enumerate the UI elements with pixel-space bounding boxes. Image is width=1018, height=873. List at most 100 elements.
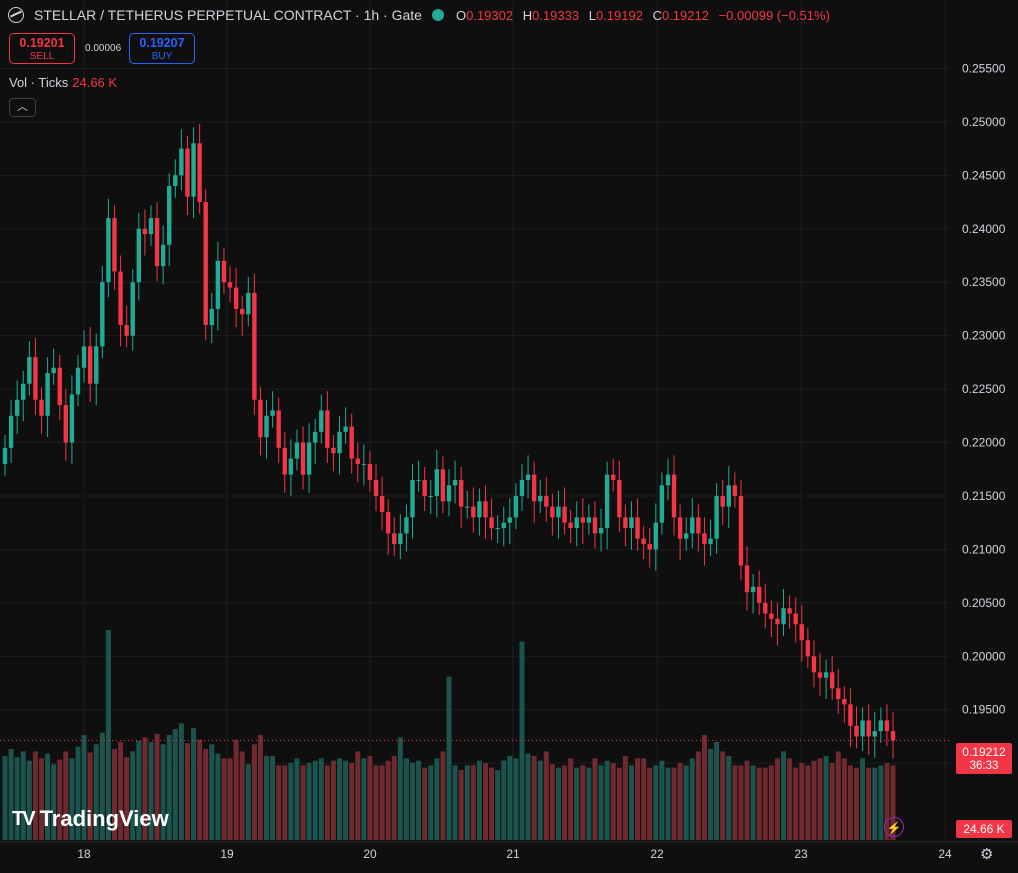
candle-body[interactable] (769, 613, 774, 619)
candle-body[interactable] (124, 324, 129, 336)
volume-bar[interactable] (872, 767, 878, 840)
volume-bar[interactable] (282, 765, 288, 840)
candle-body[interactable] (726, 485, 731, 507)
volume-bar[interactable] (215, 753, 221, 840)
candle-body[interactable] (854, 725, 859, 737)
volume-bar[interactable] (81, 735, 87, 840)
volume-bar[interactable] (732, 765, 738, 840)
volume-bar[interactable] (738, 765, 744, 840)
candle-body[interactable] (319, 410, 324, 432)
candle-body[interactable] (434, 469, 440, 496)
volume-bar[interactable] (507, 756, 513, 840)
candle-body[interactable] (392, 533, 397, 545)
buy-button[interactable]: 0.19207 BUY (129, 33, 195, 64)
volume-bar[interactable] (288, 763, 294, 840)
volume-bar[interactable] (38, 758, 44, 840)
volume-bar[interactable] (537, 760, 543, 840)
volume-bar[interactable] (628, 765, 634, 840)
candle-body[interactable] (385, 512, 391, 534)
candle-body[interactable] (738, 495, 744, 566)
volume-bar[interactable] (221, 758, 227, 840)
candle-body[interactable] (684, 533, 689, 539)
volume-bar[interactable] (87, 752, 93, 841)
volume-bar[interactable] (458, 770, 464, 840)
candle-body[interactable] (264, 415, 269, 438)
candle-body[interactable] (325, 410, 330, 448)
volume-bar[interactable] (124, 757, 130, 840)
volume-bar[interactable] (20, 751, 26, 840)
candle-body[interactable] (215, 260, 221, 309)
volume-bar[interactable] (403, 758, 409, 840)
candle-body[interactable] (422, 479, 427, 496)
volume-bar[interactable] (172, 729, 178, 840)
volume-bar[interactable] (805, 765, 811, 840)
candle-body[interactable] (75, 367, 81, 395)
volume-bar[interactable] (434, 758, 440, 840)
volume-bar[interactable] (568, 758, 574, 840)
volume-bar[interactable] (616, 767, 622, 840)
volume-bar[interactable] (142, 737, 148, 840)
candle-body[interactable] (39, 399, 44, 416)
candle-body[interactable] (185, 148, 190, 197)
candle-body[interactable] (428, 495, 433, 497)
candle-body[interactable] (240, 308, 245, 315)
candle-body[interactable] (349, 426, 354, 459)
volume-bar[interactable] (604, 760, 610, 840)
candle-body[interactable] (197, 143, 202, 203)
volume-bar[interactable] (422, 767, 428, 840)
volume-bar[interactable] (111, 749, 117, 840)
candle-body[interactable] (142, 228, 148, 235)
candle-body[interactable] (574, 517, 579, 529)
candle-body[interactable] (246, 292, 251, 315)
volume-bar[interactable] (878, 765, 884, 840)
volume-bar[interactable] (373, 765, 379, 840)
volume-bar[interactable] (300, 765, 306, 840)
volume-bar[interactable] (489, 767, 495, 840)
volume-bar[interactable] (683, 765, 689, 840)
candle-body[interactable] (829, 672, 835, 689)
candle-body[interactable] (87, 346, 93, 384)
candle-body[interactable] (787, 608, 792, 614)
candle-body[interactable] (501, 522, 506, 529)
candle-body[interactable] (148, 218, 154, 235)
volume-bar[interactable] (659, 760, 665, 840)
volume-bar[interactable] (75, 746, 81, 840)
volume-bar[interactable] (294, 758, 300, 840)
flash-icon[interactable]: ⚡ (884, 817, 904, 837)
candle-body[interactable] (659, 485, 665, 523)
volume-bar[interactable] (452, 765, 458, 840)
volume-bar[interactable] (446, 676, 452, 840)
volume-bar[interactable] (63, 751, 69, 840)
volume-bar[interactable] (689, 758, 695, 840)
candle-body[interactable] (416, 479, 421, 481)
candle-body[interactable] (343, 426, 348, 432)
volume-bar[interactable] (337, 758, 343, 840)
candle-body[interactable] (793, 613, 798, 625)
candle-body[interactable] (580, 517, 586, 523)
candle-body[interactable] (592, 517, 598, 534)
volume-bar[interactable] (495, 770, 501, 840)
volume-bar[interactable] (817, 758, 823, 840)
volume-bar[interactable] (841, 758, 847, 840)
volume-legend[interactable]: Vol · Ticks 24.66 K (9, 75, 117, 90)
volume-bar[interactable] (750, 765, 756, 840)
volume-bar[interactable] (762, 767, 768, 840)
volume-bar[interactable] (847, 765, 853, 840)
candle-body[interactable] (799, 624, 804, 641)
volume-bar[interactable] (160, 744, 166, 840)
volume-bar[interactable] (549, 764, 555, 840)
tradingview-logo[interactable]: TV TradingView (12, 806, 169, 832)
candle-body[interactable] (872, 731, 877, 737)
volume-bar[interactable] (714, 742, 720, 840)
volume-bar[interactable] (641, 758, 647, 840)
volume-bar[interactable] (343, 760, 349, 840)
candle-body[interactable] (714, 495, 719, 539)
candle-body[interactable] (288, 458, 294, 475)
volume-bar[interactable] (166, 735, 172, 840)
volume-bar[interactable] (69, 758, 75, 840)
candle-body[interactable] (106, 218, 111, 283)
candle-body[interactable] (100, 282, 105, 347)
candle-body[interactable] (696, 517, 701, 534)
candle-body[interactable] (519, 479, 525, 496)
volume-bar[interactable] (793, 767, 799, 840)
